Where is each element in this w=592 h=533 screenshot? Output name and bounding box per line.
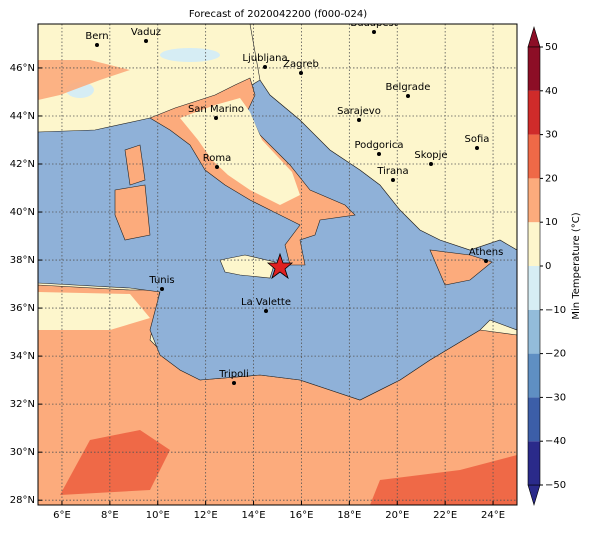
city-label: Skopje bbox=[414, 150, 447, 161]
y-tick-label: 36°N bbox=[10, 303, 35, 314]
x-tick-label: 24°E bbox=[481, 510, 505, 521]
title: Forecast of 2020042200 (f000-024) bbox=[189, 9, 367, 20]
colorbar-bin bbox=[528, 309, 540, 354]
city-label: Ljubljana bbox=[242, 53, 287, 64]
colorbar-label: Min Temperature (°C) bbox=[571, 212, 582, 319]
city-dot bbox=[357, 118, 361, 122]
city-dot bbox=[160, 287, 164, 291]
warm-patch bbox=[38, 60, 130, 100]
city-dot bbox=[263, 65, 267, 69]
land-sicily bbox=[219, 254, 276, 279]
city-dot bbox=[372, 30, 376, 34]
hot-patch bbox=[370, 455, 517, 505]
city-dot bbox=[215, 165, 219, 169]
city-label: Vaduz bbox=[131, 27, 161, 38]
city-label: Belgrade bbox=[386, 82, 431, 93]
colorbar-extend bbox=[527, 25, 541, 48]
colorbar-tick-label: −50 bbox=[545, 480, 566, 491]
colorbar-bin bbox=[528, 222, 540, 266]
city-dot bbox=[299, 71, 303, 75]
y-tick-label: 46°N bbox=[10, 63, 35, 74]
city-label: San Marino bbox=[188, 104, 244, 115]
city-dot bbox=[264, 309, 268, 313]
x-tick-label: 8°E bbox=[101, 510, 119, 521]
city-dot bbox=[214, 116, 218, 120]
colorbar-extend bbox=[527, 484, 541, 507]
x-tick-label: 6°E bbox=[53, 510, 71, 521]
colorbar-tick-label: 0 bbox=[545, 261, 551, 272]
land-corsica bbox=[124, 144, 146, 186]
y-tick-label: 30°N bbox=[10, 447, 35, 458]
colorbar-bin bbox=[528, 441, 540, 485]
city-label: La Valette bbox=[241, 297, 291, 308]
city-dot bbox=[377, 152, 381, 156]
star-marker bbox=[266, 252, 294, 280]
y-tick-label: 42°N bbox=[10, 159, 35, 170]
y-tick-label: 32°N bbox=[10, 399, 35, 410]
colorbar-bin bbox=[528, 397, 540, 442]
map-frame bbox=[37, 23, 518, 506]
colorbar-bin bbox=[528, 178, 540, 223]
x-tick-label: 16°E bbox=[289, 510, 313, 521]
colorbar-bin bbox=[528, 353, 540, 398]
colorbar: −50 −40 −30 −20 −10 0 10 20 30 40 50 bbox=[527, 25, 566, 507]
colorbar-bin bbox=[528, 266, 540, 310]
axes: 6°E 8°E 10°E 12°E 14°E 16°E 18°E 20°E 22°E 24°E 28… bbox=[10, 63, 505, 521]
italy-interior bbox=[180, 98, 300, 205]
colorbar-tick-label: 40 bbox=[545, 86, 558, 97]
y-tick-label: 28°N bbox=[10, 495, 35, 506]
city-dot bbox=[95, 43, 99, 47]
city-label: Podgorica bbox=[354, 140, 403, 151]
city-label: Tunis bbox=[148, 275, 174, 286]
colorbar-tick-label: 20 bbox=[545, 173, 558, 184]
city-dot bbox=[406, 94, 410, 98]
city-label: Athens bbox=[469, 247, 504, 258]
city-label: Sofia bbox=[465, 134, 490, 145]
grid bbox=[38, 24, 517, 505]
city-label: Tirana bbox=[376, 166, 408, 177]
y-tick-label: 44°N bbox=[10, 111, 35, 122]
warm-band bbox=[38, 292, 150, 330]
land-sardinia bbox=[114, 184, 151, 241]
colorbar-bin bbox=[528, 134, 540, 179]
y-tick-label: 34°N bbox=[10, 351, 35, 362]
city-dot bbox=[391, 178, 395, 182]
city-label: Sarajevo bbox=[337, 106, 381, 117]
colorbar-tick-label: 30 bbox=[545, 130, 558, 141]
x-tick-label: 12°E bbox=[194, 510, 218, 521]
colorbar-bin bbox=[528, 90, 540, 135]
colorbar-tick-label: 10 bbox=[545, 217, 558, 228]
colorbar-tick-label: −20 bbox=[545, 349, 566, 360]
hot-patch bbox=[60, 430, 170, 495]
cold-patch bbox=[160, 48, 220, 62]
colorbar-tick-label: 50 bbox=[545, 42, 558, 53]
x-tick-label: 10°E bbox=[146, 510, 170, 521]
colorbar-bin bbox=[528, 47, 540, 91]
colorbar-tick-label: −10 bbox=[545, 305, 566, 316]
city-label: Roma bbox=[203, 153, 232, 164]
city-label: Bern bbox=[85, 31, 108, 42]
colorbar-tick-label: −30 bbox=[545, 392, 566, 403]
land-balkans bbox=[249, 24, 517, 251]
city-dot bbox=[484, 259, 488, 263]
y-tick-label: 38°N bbox=[10, 255, 35, 266]
x-tick-label: 22°E bbox=[433, 510, 457, 521]
city-dot bbox=[144, 39, 148, 43]
y-tick-label: 40°N bbox=[10, 207, 35, 218]
x-tick-label: 14°E bbox=[242, 510, 266, 521]
x-tick-label: 20°E bbox=[385, 510, 409, 521]
x-tick-label: 18°E bbox=[337, 510, 361, 521]
city-label: Budapest bbox=[350, 18, 397, 29]
city-dot bbox=[232, 381, 236, 385]
city-label: Tripoli bbox=[218, 369, 249, 380]
colorbar-tick-label: −40 bbox=[545, 436, 566, 447]
city-dot bbox=[475, 146, 479, 150]
city-label: Zagreb bbox=[283, 59, 319, 70]
city-dot bbox=[429, 162, 433, 166]
